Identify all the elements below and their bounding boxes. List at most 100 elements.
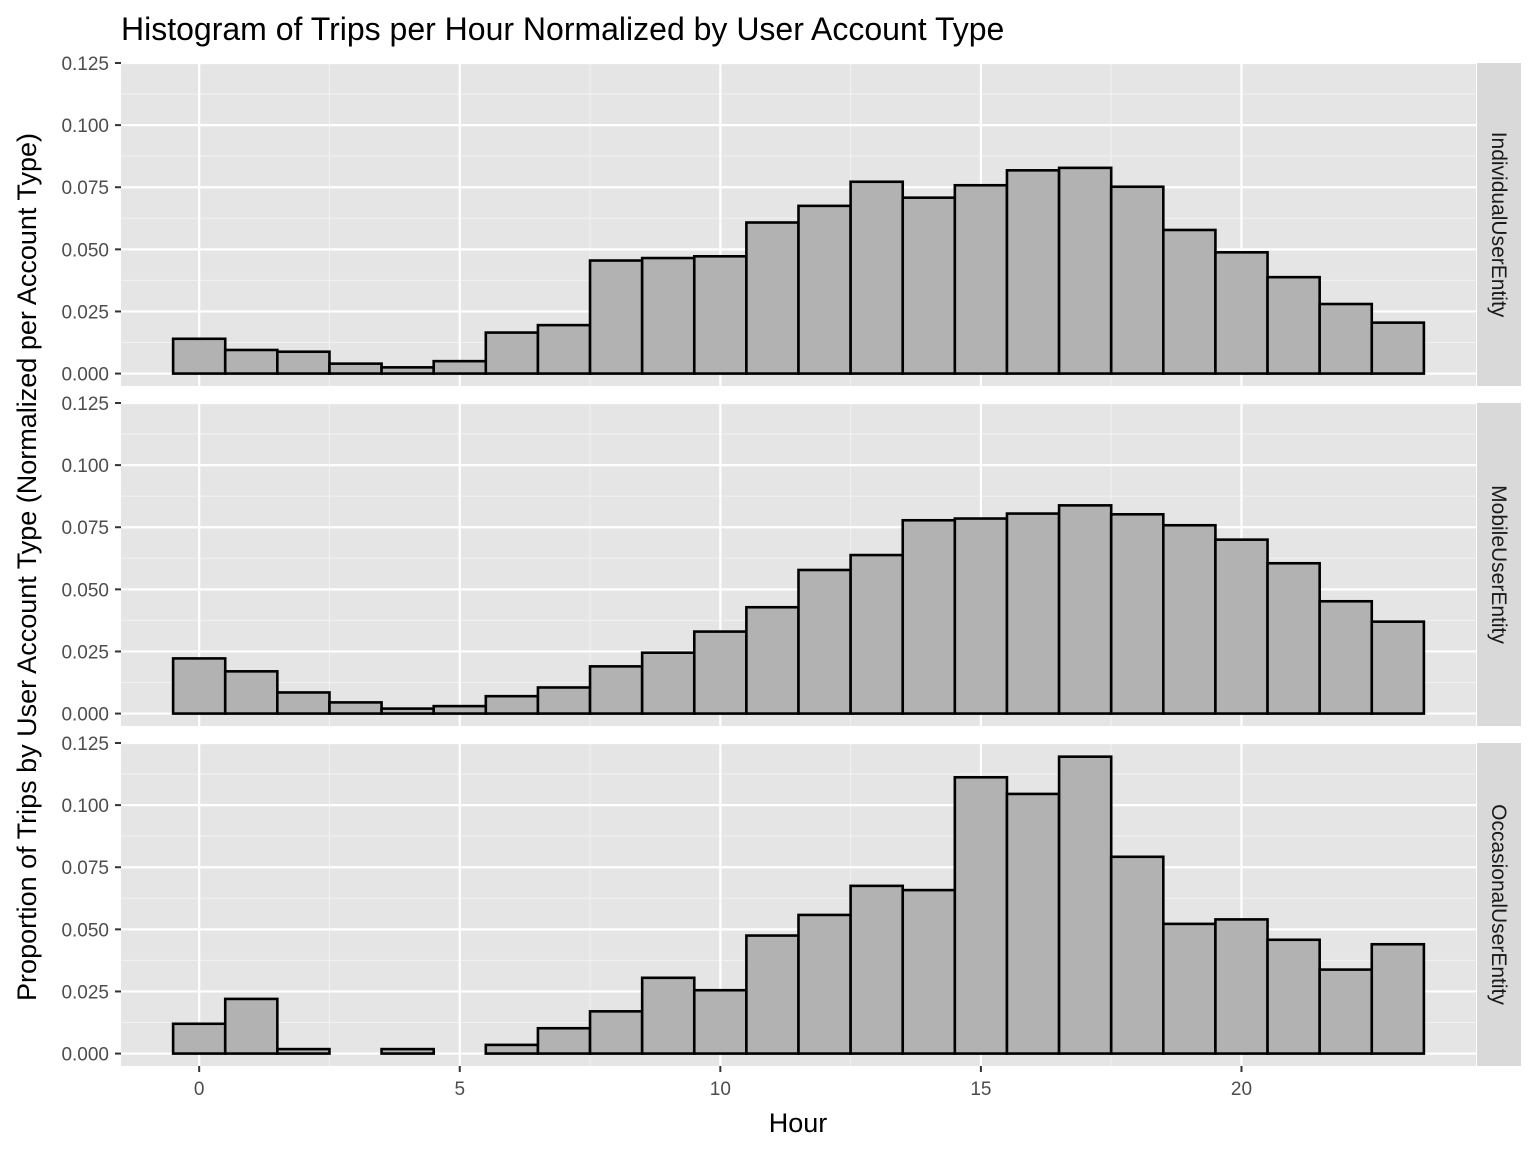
y-tick-label: 0.050 bbox=[61, 580, 109, 601]
y-tick-label: 0.000 bbox=[61, 705, 109, 726]
histogram-bar bbox=[380, 707, 435, 715]
histogram-bar bbox=[1005, 792, 1061, 1055]
histogram-bar bbox=[692, 630, 748, 715]
histogram-bar bbox=[223, 997, 279, 1055]
histogram-bar bbox=[276, 691, 331, 715]
histogram-bar bbox=[953, 775, 1009, 1055]
histogram-bar bbox=[1162, 228, 1217, 375]
histogram-bar bbox=[745, 934, 800, 1055]
histogram-bar bbox=[484, 694, 540, 715]
histogram-bar bbox=[223, 670, 279, 715]
x-tick-label: 10 bbox=[710, 1079, 731, 1100]
histogram-bar bbox=[1109, 513, 1165, 715]
histogram-bar bbox=[328, 362, 383, 375]
facet-strip-label: IndividualUserEntity bbox=[1487, 132, 1510, 318]
histogram-bar bbox=[1057, 504, 1113, 715]
histogram-bar bbox=[432, 704, 488, 715]
x-axis: 0 5 10 15 20 bbox=[194, 1066, 1252, 1100]
histogram-bars bbox=[171, 755, 1426, 1055]
facet-panel-1: 0.000 0.025 0.050 0.075 0.100 0.125 Individual… bbox=[61, 54, 1521, 386]
y-tick-label: 0.025 bbox=[61, 982, 109, 1003]
y-tick-label: 0.125 bbox=[61, 54, 109, 75]
histogram-bar bbox=[1162, 523, 1217, 715]
histogram-bar bbox=[171, 657, 227, 715]
histogram-bar bbox=[223, 348, 279, 375]
y-tick-label: 0.125 bbox=[61, 394, 109, 415]
histogram-bar bbox=[692, 988, 748, 1055]
facet-strip-label: MobileUserEntity bbox=[1487, 485, 1510, 644]
y-tick-label: 0.100 bbox=[61, 456, 109, 477]
y-tick-label: 0.000 bbox=[61, 1045, 109, 1066]
y-tick-label: 0.100 bbox=[61, 116, 109, 137]
facet-strip-label: OccasionalUserEntity bbox=[1487, 804, 1510, 1005]
histogram-bar bbox=[901, 518, 957, 715]
histogram-bar bbox=[1318, 968, 1374, 1055]
histogram-bar bbox=[328, 701, 383, 715]
histogram-bar bbox=[380, 366, 435, 375]
histogram-bar bbox=[692, 255, 748, 375]
y-tick-label: 0.075 bbox=[61, 858, 109, 879]
histogram-bar bbox=[745, 221, 800, 375]
histogram-bar bbox=[588, 259, 644, 375]
facet-strip bbox=[1477, 403, 1521, 726]
histogram-bar bbox=[171, 337, 227, 375]
y-tick-label: 0.025 bbox=[61, 302, 109, 323]
histogram-bar bbox=[1370, 321, 1426, 375]
histogram-bar bbox=[380, 1047, 435, 1055]
y-tick-label: 0.100 bbox=[61, 796, 109, 817]
histogram-bar bbox=[432, 359, 488, 375]
histogram-bar bbox=[953, 183, 1009, 375]
histogram-bar bbox=[901, 196, 957, 375]
histogram-bar bbox=[1318, 302, 1374, 375]
x-tick-label: 20 bbox=[1231, 1079, 1252, 1100]
histogram-bar bbox=[1057, 166, 1113, 375]
histogram-bar bbox=[276, 350, 331, 375]
histogram-bars bbox=[171, 166, 1426, 375]
histogram-bar bbox=[640, 651, 696, 715]
histogram-bar bbox=[484, 1043, 540, 1055]
y-tick-label: 0.050 bbox=[61, 240, 109, 261]
histogram-bar bbox=[536, 323, 592, 375]
histogram-bar bbox=[901, 888, 957, 1055]
histogram-bars bbox=[171, 504, 1426, 715]
y-tick-label: 0.125 bbox=[61, 734, 109, 755]
y-tick-label: 0.000 bbox=[61, 365, 109, 386]
histogram-bar bbox=[1109, 855, 1165, 1055]
histogram-bar bbox=[849, 553, 905, 715]
facet-strip bbox=[1477, 63, 1521, 386]
histogram-bar bbox=[745, 605, 800, 715]
facet-strip bbox=[1477, 743, 1521, 1066]
histogram-bar bbox=[1370, 620, 1426, 715]
x-axis-title: Hour bbox=[769, 1108, 828, 1138]
histogram-bar bbox=[953, 517, 1009, 715]
y-tick-label: 0.075 bbox=[61, 178, 109, 199]
histogram-bar bbox=[1214, 918, 1269, 1055]
histogram-bar bbox=[849, 884, 905, 1055]
histogram-bar bbox=[1057, 755, 1113, 1055]
histogram-bar bbox=[849, 180, 905, 375]
histogram-bar bbox=[536, 686, 592, 715]
histogram-bar bbox=[1162, 922, 1217, 1055]
chart-title: Histogram of Trips per Hour Normalized b… bbox=[121, 11, 1004, 47]
histogram-bar bbox=[171, 1022, 227, 1055]
facet-panel-2: 0.000 0.025 0.050 0.075 0.100 0.125 MobileUser… bbox=[61, 394, 1521, 726]
histogram-bar bbox=[797, 568, 852, 715]
histogram-bar bbox=[1370, 942, 1426, 1055]
x-tick-label: 5 bbox=[454, 1079, 465, 1100]
histogram-bar bbox=[276, 1047, 331, 1055]
y-axis-title: Proportion of Trips by User Account Type… bbox=[12, 133, 42, 1001]
histogram-bar bbox=[640, 256, 696, 375]
histogram-bar bbox=[797, 913, 852, 1055]
histogram-bar bbox=[588, 1010, 644, 1055]
x-tick-label: 0 bbox=[194, 1079, 205, 1100]
histogram-bar bbox=[1266, 275, 1321, 375]
histogram-bar bbox=[1005, 512, 1061, 715]
x-tick-label: 15 bbox=[970, 1079, 991, 1100]
histogram-bar bbox=[1109, 185, 1165, 375]
y-tick-label: 0.050 bbox=[61, 920, 109, 941]
histogram-bar bbox=[640, 976, 696, 1055]
histogram-bar bbox=[1318, 599, 1374, 715]
histogram-bar bbox=[484, 331, 540, 375]
facet-panel-3: 0.000 0.025 0.050 0.075 0.100 0.125 Occasional… bbox=[61, 734, 1521, 1066]
